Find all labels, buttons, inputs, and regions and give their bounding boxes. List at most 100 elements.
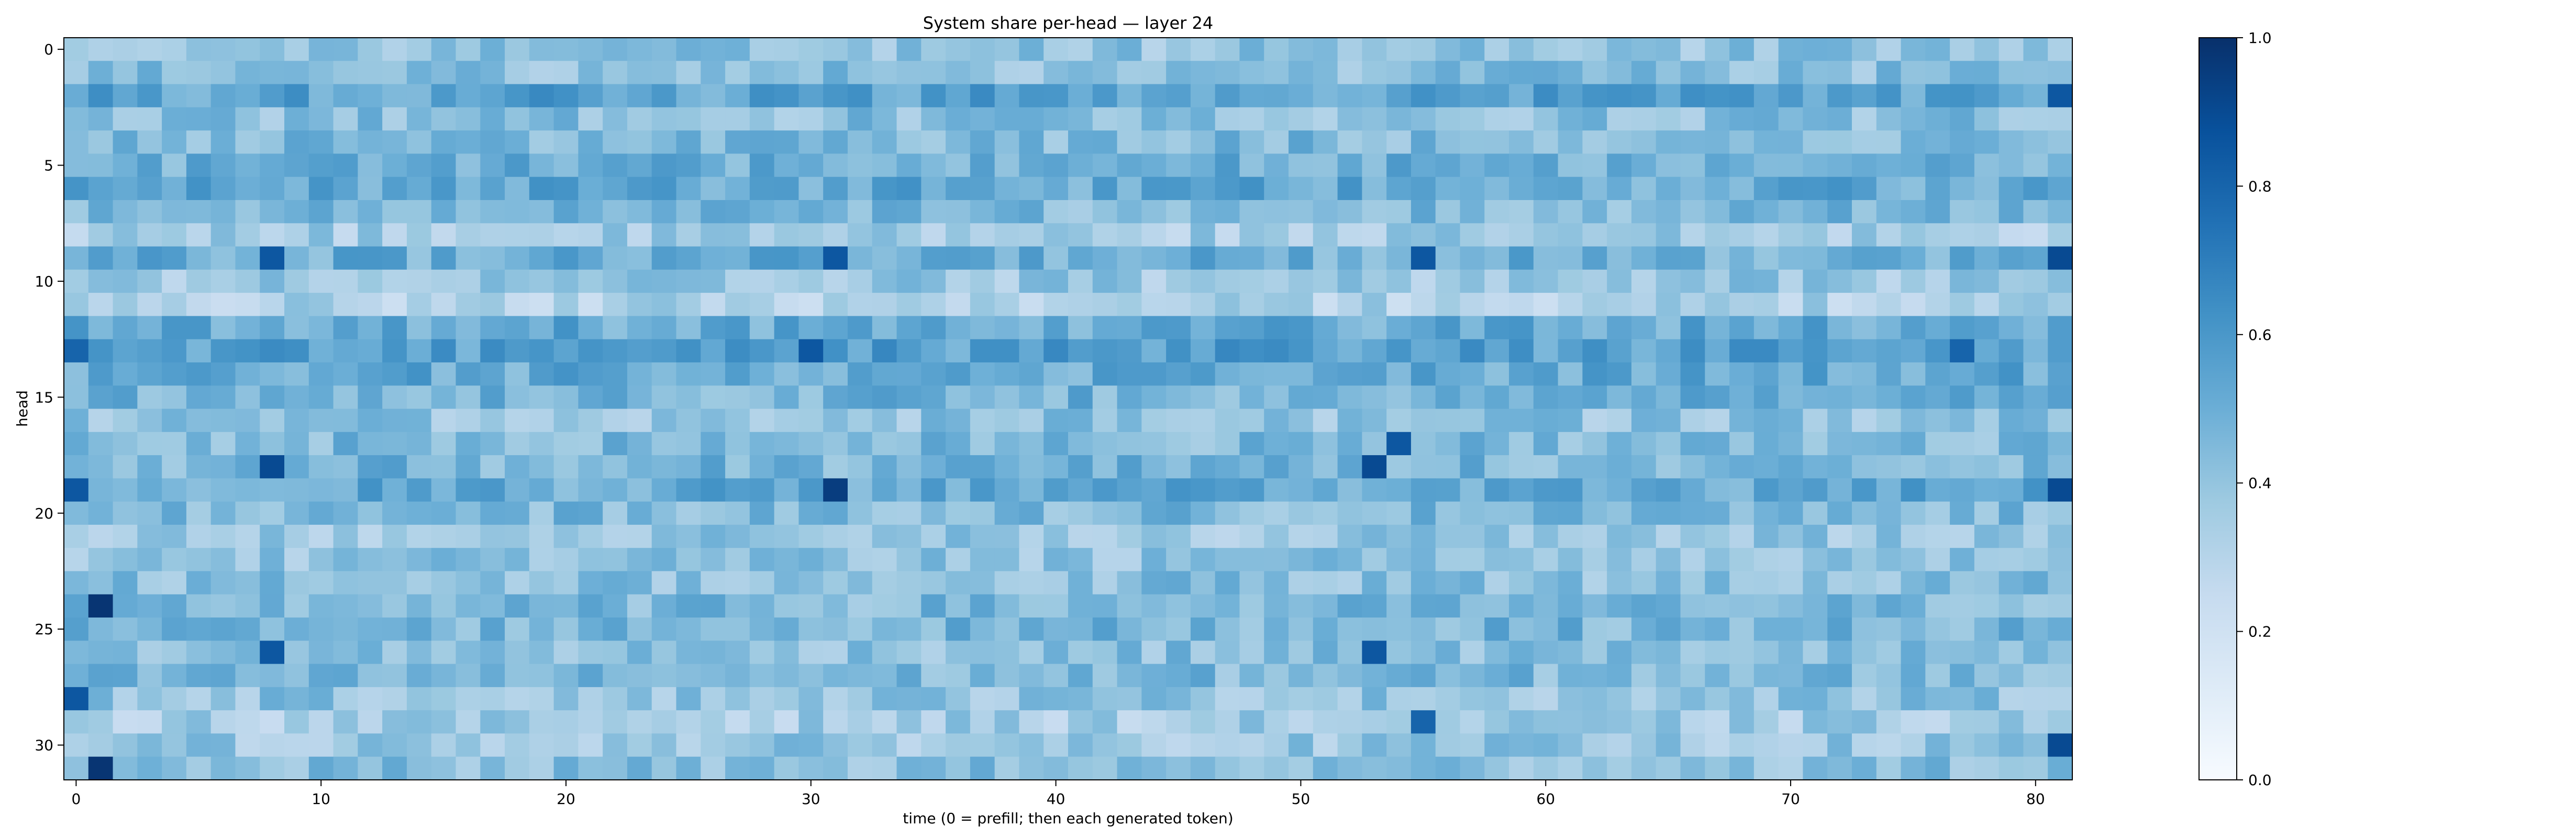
heatmap-cell [2023,432,2048,456]
heatmap-cell [1753,153,1779,178]
heatmap-cell [798,478,824,502]
heatmap-cell [456,478,481,502]
heatmap-cell [1435,316,1461,340]
heatmap-cell [1043,710,1069,734]
heatmap-cell [1582,38,1607,61]
heatmap-cell [1239,409,1264,433]
heatmap-cell [1068,687,1093,711]
heatmap-cell [1484,501,1509,525]
heatmap-cell [431,501,457,525]
heatmap-cell [1827,478,1852,502]
heatmap-cell [1386,594,1412,618]
heatmap-cell [774,269,800,293]
heatmap-cell [798,269,824,293]
heatmap-cell [823,293,848,316]
heatmap-cell [701,664,726,688]
heatmap-cell [1705,84,1730,108]
heatmap-cell [1386,710,1412,734]
heatmap-cell [1166,501,1191,525]
heatmap-cell [872,524,897,548]
heatmap-cell [1313,84,1338,108]
heatmap-cell [1656,385,1681,410]
heatmap-cell [113,478,138,502]
heatmap-cell [88,38,114,61]
heatmap-cell [1190,409,1216,433]
heatmap-cell [725,641,750,665]
heatmap-cell [1753,756,1779,780]
heatmap-cell [1950,664,1975,688]
heatmap-cell [1166,61,1191,85]
heatmap-cell [1117,339,1142,363]
heatmap-cell [308,339,334,363]
heatmap-cell [1190,293,1216,316]
heatmap-cell [1043,594,1069,618]
heatmap-cell [308,269,334,293]
heatmap-cell [529,293,554,316]
heatmap-cell [896,339,921,363]
heatmap-cell [456,571,481,595]
heatmap-cell [896,84,921,108]
heatmap-cell [1043,409,1069,433]
heatmap-cell [1264,455,1289,479]
heatmap-cell [1386,130,1412,155]
heatmap-cell [1950,130,1975,155]
heatmap-cell [701,200,726,224]
heatmap-cell [1264,130,1289,155]
heatmap-cell [1901,710,1926,734]
heatmap-cell [88,618,114,641]
heatmap-cell [1435,177,1461,201]
heatmap-cell [627,524,652,548]
heatmap-cell [1950,455,1975,479]
heatmap-cell [1043,733,1069,757]
heatmap-cell [358,223,383,247]
heatmap-cell [162,432,187,456]
heatmap-cell [456,687,481,711]
heatmap-cell [1705,385,1730,410]
heatmap-cell [431,84,457,108]
heatmap-cell [1509,548,1534,572]
heatmap-cell [64,223,89,247]
heatmap-cell [1411,455,1436,479]
heatmap-cell [1215,153,1240,178]
heatmap-cell [1264,269,1289,293]
heatmap-cell [1558,269,1583,293]
heatmap-cell [1582,733,1607,757]
heatmap-cell [1411,130,1436,155]
heatmap-cell [2023,38,2048,61]
heatmap-cell [260,316,285,340]
heatmap-cell [88,501,114,525]
heatmap-cell [1705,130,1730,155]
heatmap-cell [480,571,505,595]
heatmap-cell [749,548,775,572]
heatmap-cell [1386,362,1412,386]
heatmap-cell [896,594,921,618]
heatmap-cell [1925,223,1950,247]
heatmap-cell [260,641,285,665]
heatmap-cell [186,756,212,780]
heatmap-cell [284,710,309,734]
heatmap-cell [1803,548,1828,572]
heatmap-cell [1117,362,1142,386]
heatmap-cell [553,710,579,734]
heatmap-cell [823,84,848,108]
heatmap-cell [1019,501,1044,525]
heatmap-cell [1411,687,1436,711]
heatmap-cell [872,177,897,201]
heatmap-cell [1509,571,1534,595]
heatmap-cell [1141,432,1167,456]
heatmap-cell [480,246,505,270]
heatmap-cell [725,38,750,61]
heatmap-cell [308,664,334,688]
heatmap-cell [1558,200,1583,224]
heatmap-cell [1068,385,1093,410]
x-tick-label: 80 [2026,790,2045,808]
heatmap-cell [1068,524,1093,548]
heatmap-cell [1068,594,1093,618]
heatmap-cell [1901,432,1926,456]
heatmap-cell [186,594,212,618]
heatmap-cell [358,84,383,108]
heatmap-cell [994,246,1020,270]
heatmap-cell [798,246,824,270]
heatmap-cell [382,455,407,479]
heatmap-cell [1362,269,1387,293]
